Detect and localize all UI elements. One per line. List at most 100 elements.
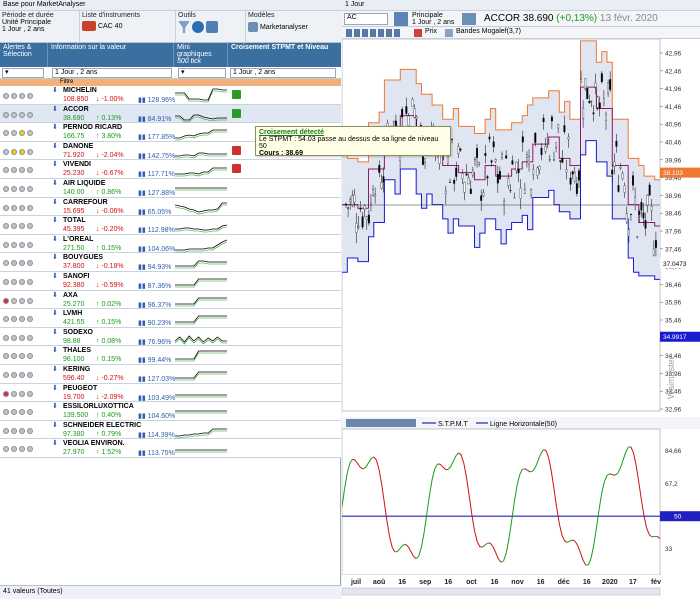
alert-status-icon[interactable] bbox=[19, 297, 25, 304]
alert-status-icon[interactable] bbox=[19, 446, 25, 453]
period-group[interactable]: Période et durée Unité Principale 1 Jour… bbox=[0, 11, 80, 43]
alert-status-icon[interactable] bbox=[11, 316, 17, 323]
symbol-input[interactable]: AC bbox=[344, 13, 388, 25]
mini-chart[interactable] bbox=[175, 217, 227, 234]
models-group[interactable]: Modèles Marketanalyser bbox=[246, 11, 341, 43]
alert-status-icon[interactable] bbox=[11, 130, 17, 137]
alert-status-icon[interactable] bbox=[27, 427, 33, 434]
alert-status-icon[interactable] bbox=[19, 186, 25, 192]
alert-status-icon[interactable] bbox=[27, 353, 33, 360]
details-arrow-icon[interactable]: ⬇ bbox=[52, 440, 58, 448]
details-arrow-icon[interactable]: ⬇ bbox=[52, 384, 58, 392]
filter-icon[interactable] bbox=[178, 21, 190, 33]
alert-status-icon[interactable] bbox=[3, 334, 9, 341]
alert-status-icon[interactable] bbox=[27, 372, 33, 378]
alert-status-icon[interactable] bbox=[3, 279, 9, 285]
alert-status-icon[interactable] bbox=[19, 241, 25, 248]
instrument-row[interactable]: ⬇ CARREFOUR 15.695 ↓ -0.06% ▮▮ 65.05% bbox=[0, 197, 341, 217]
mini-chart[interactable] bbox=[175, 199, 227, 216]
alert-status-icon[interactable] bbox=[3, 241, 9, 248]
alert-status-icon[interactable] bbox=[11, 446, 17, 453]
alert-status-icon[interactable] bbox=[27, 334, 33, 341]
details-arrow-icon[interactable]: ⬇ bbox=[52, 403, 58, 411]
alert-status-icon[interactable] bbox=[19, 390, 25, 397]
details-arrow-icon[interactable]: ⬇ bbox=[52, 347, 58, 355]
alert-status-icon[interactable] bbox=[11, 204, 17, 211]
alert-status-icon[interactable] bbox=[3, 316, 9, 323]
alert-status-icon[interactable] bbox=[3, 148, 9, 155]
mini-chart[interactable] bbox=[175, 292, 227, 309]
alert-status-icon[interactable] bbox=[11, 390, 17, 397]
alert-status-icon[interactable] bbox=[11, 334, 17, 341]
alert-status-icon[interactable] bbox=[3, 167, 9, 174]
mini-chart[interactable] bbox=[175, 87, 227, 104]
alert-status-icon[interactable] bbox=[19, 111, 25, 118]
alert-status-icon[interactable] bbox=[3, 204, 9, 211]
alert-status-icon[interactable] bbox=[27, 390, 33, 397]
mini-chart[interactable] bbox=[175, 180, 227, 197]
cross-up-flag-icon[interactable] bbox=[232, 108, 241, 118]
alert-status-icon[interactable] bbox=[19, 130, 25, 137]
details-arrow-icon[interactable]: ⬇ bbox=[52, 124, 58, 132]
details-arrow-icon[interactable]: ⬇ bbox=[52, 217, 58, 225]
instrument-row[interactable]: ⬇ AIR LIQUIDE 140.00 ↑ 0.86% ▮▮ 127.88% bbox=[0, 179, 341, 198]
details-arrow-icon[interactable]: ⬇ bbox=[52, 366, 58, 373]
alert-status-icon[interactable] bbox=[3, 93, 9, 99]
alert-status-icon[interactable] bbox=[27, 223, 33, 230]
alert-status-icon[interactable] bbox=[19, 167, 25, 174]
header-cross[interactable]: Croisement STPMT et Niveau bbox=[231, 44, 329, 51]
alert-status-icon[interactable] bbox=[27, 409, 33, 416]
mini-chart[interactable] bbox=[175, 329, 227, 346]
alert-status-icon[interactable] bbox=[3, 223, 9, 230]
alert-status-icon[interactable] bbox=[27, 130, 33, 137]
alert-status-icon[interactable] bbox=[11, 279, 17, 285]
mini-chart[interactable] bbox=[175, 254, 227, 271]
mini-chart[interactable] bbox=[175, 143, 227, 160]
alert-status-icon[interactable] bbox=[11, 148, 17, 155]
alert-status-icon[interactable] bbox=[3, 353, 9, 360]
mini-chart[interactable] bbox=[175, 385, 227, 402]
instrument-row[interactable]: ⬇ BOUYGUES 37.800 ↓ -0.18% ▮▮ 94.93% bbox=[0, 253, 341, 272]
details-arrow-icon[interactable]: ⬇ bbox=[52, 328, 58, 336]
details-arrow-icon[interactable]: ⬇ bbox=[52, 310, 58, 318]
mini-chart[interactable] bbox=[175, 366, 227, 383]
mini-chart[interactable] bbox=[175, 161, 227, 178]
alert-status-icon[interactable] bbox=[19, 148, 25, 155]
instrument-row[interactable]: ⬇ KERING 596.40 ↓ -0.27% ▮▮ 127.03% bbox=[0, 365, 341, 384]
alert-status-icon[interactable] bbox=[11, 241, 17, 248]
alerts-filter-select[interactable]: ▾ bbox=[2, 68, 44, 78]
alert-status-icon[interactable] bbox=[19, 334, 25, 341]
alert-status-icon[interactable] bbox=[11, 167, 17, 174]
mini-chart[interactable] bbox=[175, 310, 227, 327]
alert-status-icon[interactable] bbox=[3, 409, 9, 416]
cross-down-flag-icon[interactable] bbox=[232, 164, 241, 174]
instrument-row[interactable]: ⬇ THALES 96.100 ↑ 0.15% ▮▮ 99.44% bbox=[0, 346, 341, 365]
mini-filter-select[interactable]: ▾ bbox=[178, 68, 226, 78]
info-filter-select[interactable]: 1 Jour , 2 ans bbox=[52, 68, 172, 78]
instrument-row[interactable]: ⬇ VIVENDI 25.230 ↓ -0.67% ▮▮ 117.71% bbox=[0, 160, 341, 179]
alert-status-icon[interactable] bbox=[3, 297, 9, 304]
alert-status-icon[interactable] bbox=[27, 204, 33, 211]
mini-chart[interactable] bbox=[175, 422, 227, 439]
alert-status-icon[interactable] bbox=[27, 446, 33, 453]
details-arrow-icon[interactable]: ⬇ bbox=[52, 273, 58, 280]
cross-filter-select[interactable]: 1 Jour , 2 ans bbox=[230, 68, 336, 78]
alert-status-icon[interactable] bbox=[19, 372, 25, 378]
header-mini[interactable]: Mini graphiques 500 tick bbox=[174, 43, 228, 67]
mini-chart[interactable] bbox=[175, 236, 227, 253]
alert-status-icon[interactable] bbox=[19, 427, 25, 434]
instrument-row[interactable]: ⬇ TOTAL 45.395 ↓ -0.20% ▮▮ 112.98% bbox=[0, 216, 341, 235]
alert-status-icon[interactable] bbox=[27, 111, 33, 118]
alert-status-icon[interactable] bbox=[11, 223, 17, 230]
instrument-row[interactable]: ⬇ SODEXO 98.88 ↑ 0.08% ▮▮ 76.96% bbox=[0, 327, 341, 347]
mini-chart[interactable] bbox=[175, 273, 227, 290]
alert-status-icon[interactable] bbox=[3, 390, 9, 397]
alert-status-icon[interactable] bbox=[27, 316, 33, 323]
alert-status-icon[interactable] bbox=[11, 409, 17, 416]
alert-status-icon[interactable] bbox=[19, 260, 25, 267]
alert-status-icon[interactable] bbox=[27, 241, 33, 248]
alert-status-icon[interactable] bbox=[19, 204, 25, 211]
instrument-row[interactable]: ⬇ PEUGEOT 19.700 ↓ -2.09% ▮▮ 103.49% bbox=[0, 383, 341, 403]
instrument-row[interactable]: ⬇ SANOFI 92.380 ↓ -0.59% ▮▮ 87.36% bbox=[0, 272, 341, 291]
alert-status-icon[interactable] bbox=[27, 297, 33, 304]
